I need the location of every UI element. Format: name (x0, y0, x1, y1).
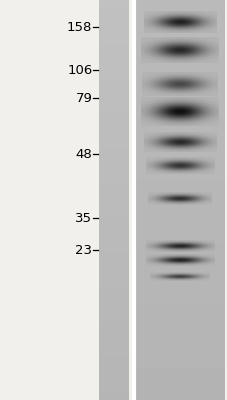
Text: 158: 158 (67, 21, 92, 34)
Text: 23: 23 (75, 244, 92, 256)
Text: 106: 106 (67, 64, 92, 76)
Text: 48: 48 (75, 148, 92, 160)
Text: 79: 79 (75, 92, 92, 104)
Text: 35: 35 (75, 212, 92, 224)
